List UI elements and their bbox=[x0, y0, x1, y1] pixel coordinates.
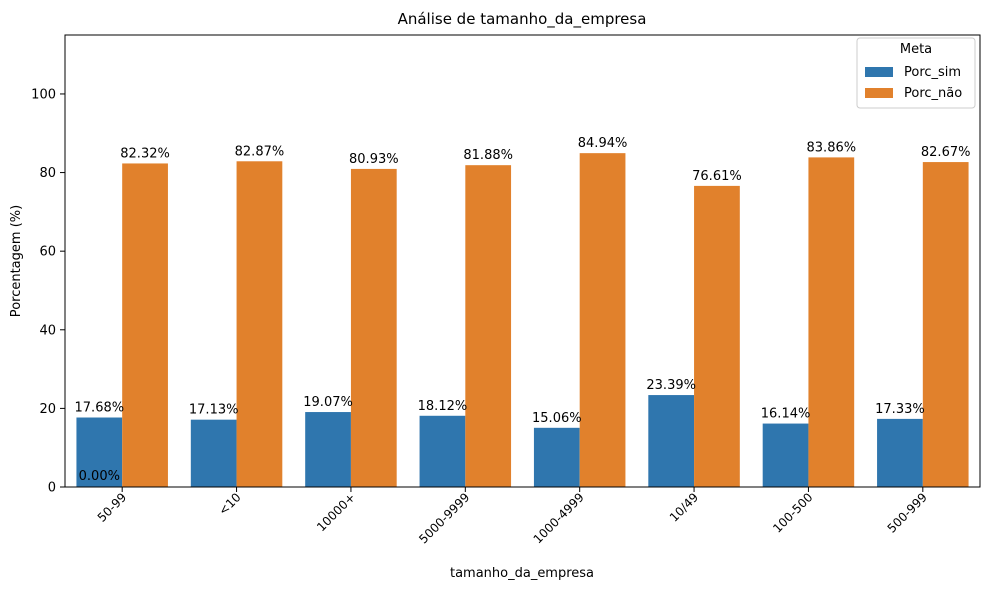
x-tick-label-1: <10 bbox=[216, 490, 244, 518]
x-tick-label-3: 5000-9999 bbox=[416, 490, 472, 546]
x-axis: 50-99 <10 10000+ 5000-9999 1000-4999 10/49 100… bbox=[95, 487, 930, 546]
data-label-porc-sim-3: 18.12% bbox=[418, 399, 468, 414]
legend-label-porc-nao: Porc_não bbox=[904, 86, 962, 101]
bars-layer bbox=[76, 153, 969, 488]
data-label-porc-sim-6: 16.14% bbox=[761, 407, 811, 422]
data-label-porc-nao-5: 76.61% bbox=[692, 169, 742, 184]
bar-porc-sim-3 bbox=[419, 415, 466, 487]
bar-porc-sim-5 bbox=[648, 395, 695, 487]
x-axis-label: tamanho_da_empresa bbox=[450, 566, 594, 581]
bar-porc-nao-2 bbox=[350, 168, 397, 487]
bar-porc-nao-4 bbox=[579, 153, 626, 487]
data-label-porc-sim-4: 15.06% bbox=[532, 411, 582, 426]
data-label-porc-nao-2: 80.93% bbox=[349, 152, 399, 167]
data-label-porc-nao-4: 84.94% bbox=[578, 136, 628, 151]
bar-porc-nao-3 bbox=[465, 165, 512, 487]
x-tick-label-7: 500-999 bbox=[885, 490, 930, 535]
data-label-zero-annotation: 0.00% bbox=[79, 469, 120, 484]
legend-label-porc-sim: Porc_sim bbox=[904, 65, 961, 80]
data-label-porc-nao-6: 83.86% bbox=[807, 140, 857, 155]
data-label-porc-sim-2: 19.07% bbox=[303, 395, 353, 410]
bar-porc-sim-4 bbox=[533, 427, 580, 487]
bar-porc-nao-6 bbox=[808, 157, 855, 487]
y-tick-label-4: 80 bbox=[39, 166, 56, 181]
bar-porc-sim-1 bbox=[190, 419, 237, 487]
data-label-porc-nao-0: 82.32% bbox=[120, 146, 170, 161]
x-tick-label-0: 50-99 bbox=[95, 490, 130, 525]
bar-porc-sim-7 bbox=[877, 418, 923, 487]
bar-porc-sim-0 bbox=[76, 417, 123, 487]
data-label-porc-sim-1: 17.13% bbox=[189, 403, 239, 418]
bar-porc-sim-2 bbox=[305, 412, 351, 487]
x-tick-label-6: 100-500 bbox=[770, 490, 815, 535]
x-tick-label-2: 10000+ bbox=[314, 490, 358, 534]
bar-porc-nao-0 bbox=[122, 163, 168, 488]
data-label-porc-nao-7: 82.67% bbox=[921, 145, 971, 160]
bar-porc-nao-7 bbox=[922, 162, 969, 487]
bar-porc-nao-1 bbox=[236, 161, 283, 488]
legend-swatch-porc-sim bbox=[865, 67, 893, 77]
data-label-porc-nao-3: 81.88% bbox=[463, 148, 513, 163]
data-label-porc-sim-7: 17.33% bbox=[875, 402, 925, 417]
y-tick-label-2: 40 bbox=[39, 323, 56, 338]
data-label-porc-sim-5: 23.39% bbox=[646, 378, 696, 393]
legend-swatch-porc-nao bbox=[865, 88, 893, 98]
x-tick-label-4: 1000-4999 bbox=[531, 490, 587, 546]
legend: Meta Porc_sim Porc_não bbox=[856, 37, 976, 109]
plot-frame bbox=[64, 34, 981, 488]
data-label-porc-sim-0: 17.68% bbox=[75, 401, 125, 416]
y-axis-label: Porcentagem (%) bbox=[9, 205, 24, 317]
y-tick-label-0: 0 bbox=[48, 481, 56, 496]
data-label-porc-nao-1: 82.87% bbox=[235, 144, 285, 159]
bar-porc-sim-6 bbox=[762, 423, 809, 487]
x-tick-label-5: 10/49 bbox=[667, 490, 701, 524]
chart-title: Análise de tamanho_da_empresa bbox=[398, 10, 647, 29]
y-tick-label-1: 20 bbox=[39, 402, 56, 417]
y-tick-label-3: 60 bbox=[39, 245, 56, 260]
legend-title: Meta bbox=[900, 42, 932, 57]
bar-porc-nao-5 bbox=[694, 185, 740, 487]
bar-labels-layer: 17.68% 82.32% 17.13% 82.87% 19.07% 80.93% 18.1… bbox=[75, 136, 971, 484]
y-axis: 0 20 40 60 80 100 bbox=[31, 87, 65, 496]
y-tick-label-5: 100 bbox=[31, 87, 56, 102]
